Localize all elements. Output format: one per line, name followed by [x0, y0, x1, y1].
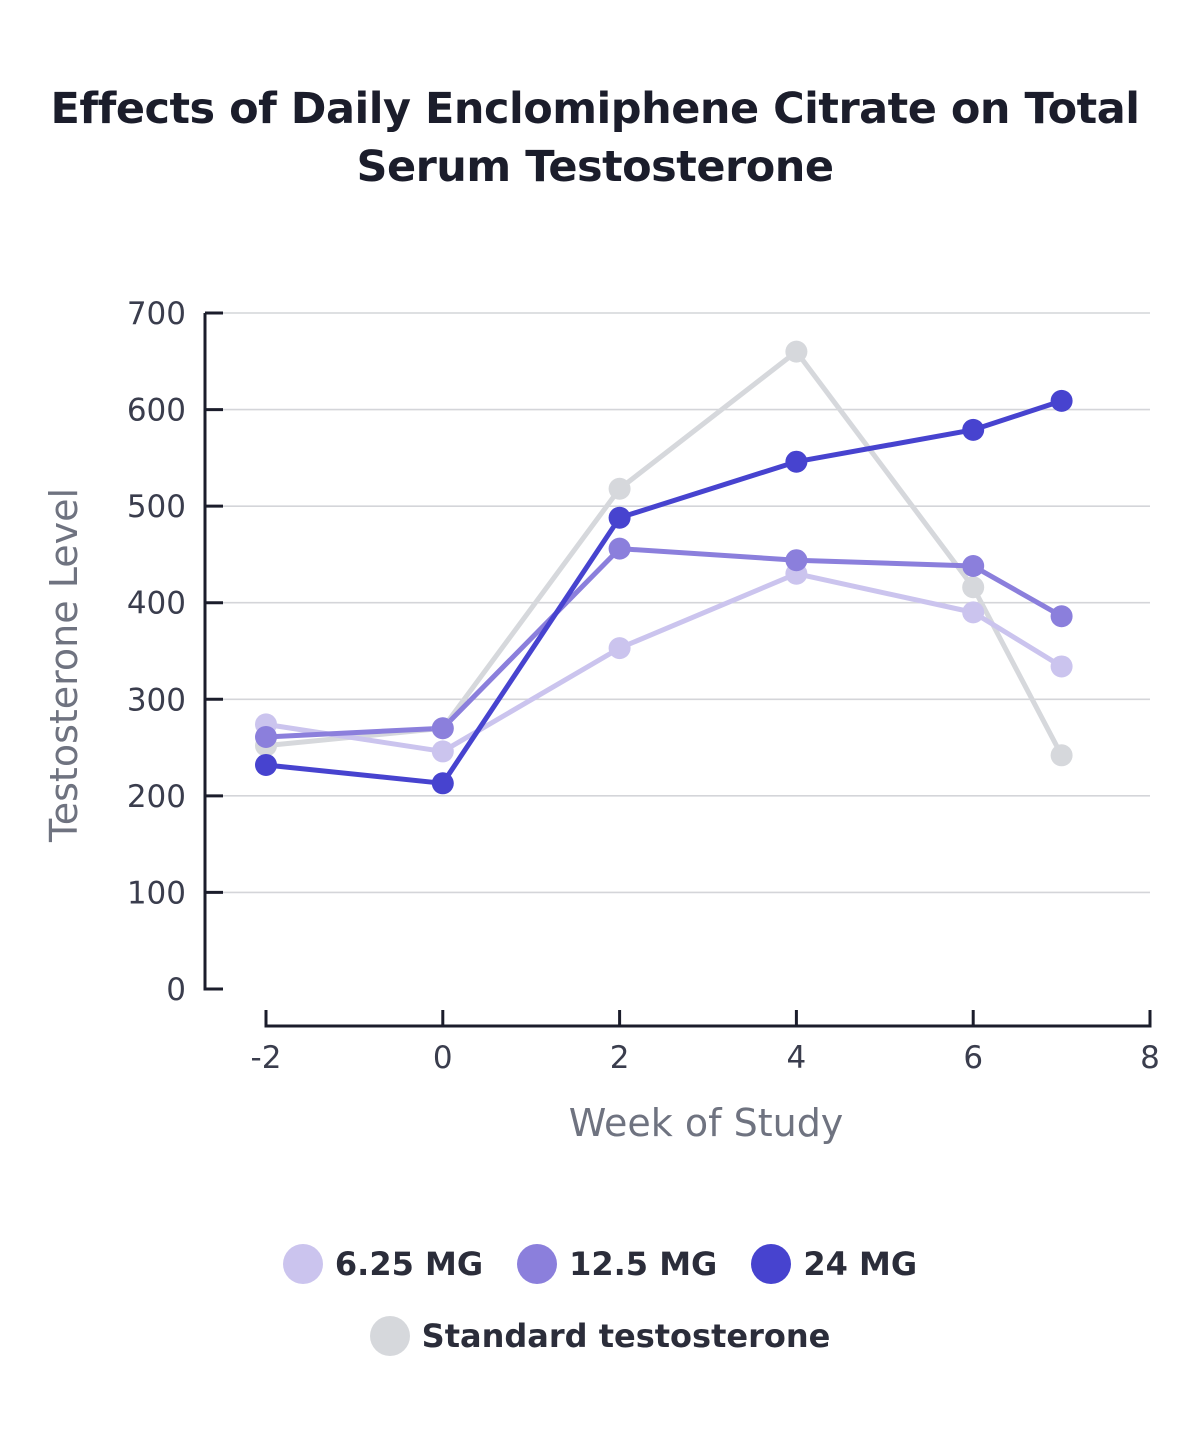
legend-swatch: [751, 1244, 792, 1284]
y-tick-label: 300: [127, 682, 186, 718]
data-point: [1050, 655, 1073, 678]
y-axis-label: Testosterone Level: [42, 488, 86, 843]
legend-item: 24 MG: [751, 1244, 917, 1284]
data-point: [785, 549, 808, 572]
series-lines: [263, 349, 1065, 786]
series-line-2: [263, 546, 1065, 740]
data-point: [962, 576, 985, 599]
y-tick-label: 400: [127, 586, 186, 622]
data-point: [255, 725, 277, 748]
legend-label: 6.25 MG: [334, 1245, 484, 1283]
legend-item: Standard testosterone: [369, 1316, 831, 1356]
data-points: [255, 340, 1073, 795]
data-point: [255, 753, 277, 776]
chart-title-line-1: Effects of Daily Enclomiphene Citrate on…: [50, 84, 1140, 134]
x-tick-label: 0: [433, 1040, 453, 1076]
y-tick-label: 200: [127, 779, 186, 815]
chart-title: Effects of Daily Enclomiphene Citrate on…: [0, 80, 1190, 196]
data-point: [608, 537, 631, 560]
x-axis-label: Week of Study: [569, 1101, 844, 1145]
data-point: [785, 340, 808, 363]
legend-row: Standard testosterone: [0, 1308, 1200, 1364]
legend: 6.25 MG 12.5 MG 24 MG Standard testosterone: [0, 1236, 1200, 1380]
y-tick-label: 600: [127, 393, 186, 429]
y-tick-label: 100: [127, 875, 186, 911]
data-point: [785, 450, 808, 473]
data-point: [1050, 605, 1073, 628]
x-tick-label: 4: [787, 1040, 807, 1076]
legend-row: 6.25 MG 12.5 MG 24 MG: [0, 1236, 1200, 1292]
legend-label: 24 MG: [803, 1245, 918, 1283]
data-point: [962, 555, 985, 578]
data-point: [962, 601, 985, 624]
x-tick-label: 2: [610, 1040, 630, 1076]
series-line-1: [263, 571, 1065, 754]
data-point: [431, 717, 454, 740]
legend-label: Standard testosterone: [421, 1317, 831, 1355]
data-point: [608, 637, 631, 660]
series-line-3: [263, 398, 1065, 786]
data-point: [962, 418, 985, 441]
x-tick-label: 6: [963, 1040, 983, 1076]
data-point: [608, 506, 631, 529]
x-tick-label: 8: [1140, 1040, 1160, 1076]
legend-swatch: [517, 1244, 558, 1284]
y-tick-label: 0: [166, 972, 186, 1008]
data-point: [431, 772, 454, 795]
chart-title-line-2: Serum Testosterone: [356, 142, 834, 192]
y-tick-label: 500: [127, 489, 186, 525]
legend-item: 6.25 MG: [282, 1244, 484, 1284]
legend-swatch: [369, 1316, 410, 1356]
legend-swatch: [282, 1244, 323, 1284]
y-tick-label: 700: [127, 296, 186, 332]
legend-label: 12.5 MG: [569, 1245, 718, 1283]
legend-item: 12.5 MG: [517, 1244, 717, 1284]
data-point: [608, 477, 631, 500]
x-tick-label: -2: [251, 1040, 282, 1076]
data-point: [1050, 389, 1073, 412]
gridlines: [205, 312, 1150, 894]
axes: 0 100 200 300 400 500 600 700 -2 0 2 4 6 8: [127, 296, 1160, 1076]
data-point: [1050, 744, 1073, 767]
data-point: [431, 740, 454, 763]
line-chart: 0 100 200 300 400 500 600 700 -2 0 2 4 6 8 Week of St…: [42, 296, 1160, 1145]
